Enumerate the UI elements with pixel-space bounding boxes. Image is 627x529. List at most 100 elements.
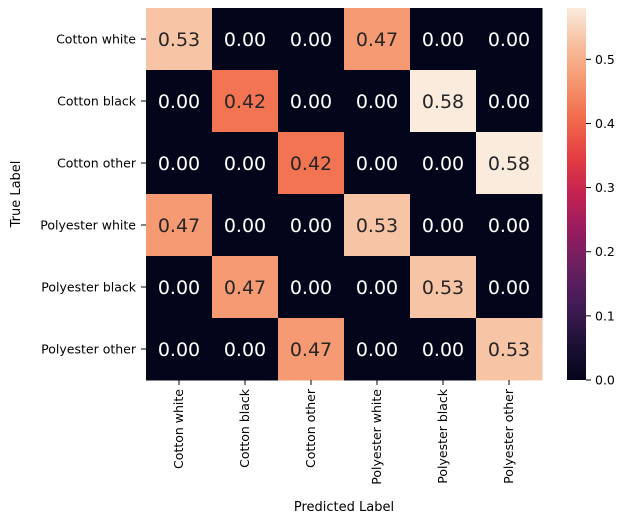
heatmap-cell-r2-c3 [344, 132, 411, 195]
colorbar-tick-label: 0.4 [595, 116, 615, 131]
heatmap-cell-r2-c0 [146, 132, 213, 195]
y-tick-label: Polyester white [40, 218, 136, 233]
y-tick-label: Cotton black [57, 94, 137, 109]
heatmap-cell-r0-c3 [344, 8, 411, 71]
colorbar-tick-label: 0.0 [595, 373, 615, 388]
heatmap-cell-r0-c1 [212, 8, 279, 71]
cell-label-r0-c1: 0.00 [224, 29, 266, 51]
heatmap-cell-r0-c4 [410, 8, 477, 71]
y-axis: Cotton white Cotton black Cotton other Poly… [40, 32, 146, 357]
cell-label-r2-c5: 0.58 [488, 153, 530, 175]
cell-annotations: 0.53 0.00 0.00 0.47 0.00 0.00 0.00 0.42 0.00 0.00… [158, 29, 530, 361]
cell-label-r2-c1: 0.00 [224, 153, 266, 175]
heatmap-cell-r2-c5 [476, 132, 543, 195]
x-tick-label: Polyester other [501, 388, 516, 484]
cell-label-r0-c0: 0.53 [158, 29, 200, 51]
cell-label-r5-c5: 0.53 [488, 339, 530, 361]
heatmap-cell-r0-c2 [278, 8, 345, 71]
cell-label-r5-c4: 0.00 [422, 339, 464, 361]
y-axis-label: True Label [9, 161, 24, 229]
cell-label-r4-c4: 0.53 [422, 277, 464, 299]
cell-label-r4-c2: 0.00 [290, 277, 332, 299]
x-tick-label: Polyester white [369, 389, 384, 485]
heatmap-cell-r1-c4 [410, 70, 477, 133]
cell-label-r2-c4: 0.00 [422, 153, 464, 175]
colorbar-tick-label: 0.2 [595, 244, 615, 259]
cell-label-r1-c1: 0.42 [224, 91, 266, 113]
cell-label-r2-c2: 0.42 [290, 153, 332, 175]
cell-label-r5-c0: 0.00 [158, 339, 200, 361]
heatmap-cell-r5-c5 [476, 318, 543, 381]
heatmap-cell-r3-c4 [410, 194, 477, 257]
colorbar-tick-label: 0.5 [595, 52, 615, 67]
heatmap-cell-r3-c5 [476, 194, 543, 257]
heatmap-cell-r3-c1 [212, 194, 279, 257]
y-tick-label: Cotton other [57, 156, 137, 171]
y-tick-label: Polyester other [41, 342, 137, 357]
heatmap-cell-r5-c0 [146, 318, 213, 381]
cell-label-r5-c3: 0.00 [356, 339, 398, 361]
y-tick-label: Cotton white [56, 32, 136, 47]
cell-label-r3-c4: 0.00 [422, 215, 464, 237]
cell-label-r0-c4: 0.00 [422, 29, 464, 51]
heatmap-cell-r3-c3 [344, 194, 411, 257]
cell-label-r1-c4: 0.58 [422, 91, 464, 113]
x-tick-label: Polyester black [435, 388, 450, 483]
colorbar-tick-label: 0.1 [595, 308, 615, 323]
cell-label-r2-c3: 0.00 [356, 153, 398, 175]
heatmap-cell-r0-c5 [476, 8, 543, 71]
heatmap-cell-r4-c5 [476, 256, 543, 319]
heatmap-cell-r2-c2 [278, 132, 345, 195]
heatmap-cell-r3-c2 [278, 194, 345, 257]
heatmap-cell-r4-c2 [278, 256, 345, 319]
cell-label-r4-c0: 0.00 [158, 277, 200, 299]
cell-label-r1-c3: 0.00 [356, 91, 398, 113]
x-axis: Cotton white Cotton black Cotton other Poly… [171, 380, 516, 485]
cell-label-r0-c3: 0.47 [356, 29, 398, 51]
heatmap-cell-r5-c4 [410, 318, 477, 381]
heatmap-cell-r1-c0 [146, 70, 213, 133]
cell-label-r2-c0: 0.00 [158, 153, 200, 175]
heatmap-cell-r0-c0 [146, 8, 213, 71]
heatmap-cell-r5-c3 [344, 318, 411, 381]
heatmap-cell-r4-c3 [344, 256, 411, 319]
cell-label-r5-c1: 0.00 [224, 339, 266, 361]
cell-label-r3-c5: 0.00 [488, 215, 530, 237]
cell-label-r3-c1: 0.00 [224, 215, 266, 237]
cell-label-r1-c0: 0.00 [158, 91, 200, 113]
x-tick-label: Cotton other [303, 388, 318, 468]
x-tick-label: Cotton white [171, 389, 186, 469]
heatmap-cell-r5-c1 [212, 318, 279, 381]
x-axis-label: Predicted Label [294, 500, 394, 515]
cell-label-r1-c2: 0.00 [290, 91, 332, 113]
cell-label-r0-c2: 0.00 [290, 29, 332, 51]
y-tick-label: Polyester black [41, 280, 136, 295]
heatmap-cell-r4-c1 [212, 256, 279, 319]
cell-label-r5-c2: 0.47 [290, 339, 332, 361]
cell-label-r3-c3: 0.53 [356, 215, 398, 237]
colorbar-gradient [567, 8, 586, 380]
heatmap-cell-r1-c1 [212, 70, 279, 133]
heatmap-cell-r3-c0 [146, 194, 213, 257]
heatmap-cell-r5-c2 [278, 318, 345, 381]
heatmap-cells [146, 8, 543, 381]
heatmap-cell-r1-c3 [344, 70, 411, 133]
heatmap-cell-r1-c5 [476, 70, 543, 133]
heatmap-cell-r2-c1 [212, 132, 279, 195]
cell-label-r4-c1: 0.47 [224, 277, 266, 299]
cell-label-r0-c5: 0.00 [488, 29, 530, 51]
cell-label-r3-c2: 0.00 [290, 215, 332, 237]
colorbar: 0.0 0.1 0.2 0.3 0.4 0.5 [567, 8, 615, 388]
cell-label-r4-c3: 0.00 [356, 277, 398, 299]
heatmap-cell-r1-c2 [278, 70, 345, 133]
cell-label-r4-c5: 0.00 [488, 277, 530, 299]
heatmap-cell-r2-c4 [410, 132, 477, 195]
heatmap-cell-r4-c4 [410, 256, 477, 319]
heatmap-cell-r4-c0 [146, 256, 213, 319]
cell-label-r3-c0: 0.47 [158, 215, 200, 237]
cell-label-r1-c5: 0.00 [488, 91, 530, 113]
colorbar-tick-label: 0.3 [595, 180, 615, 195]
x-tick-label: Cotton black [237, 388, 252, 468]
